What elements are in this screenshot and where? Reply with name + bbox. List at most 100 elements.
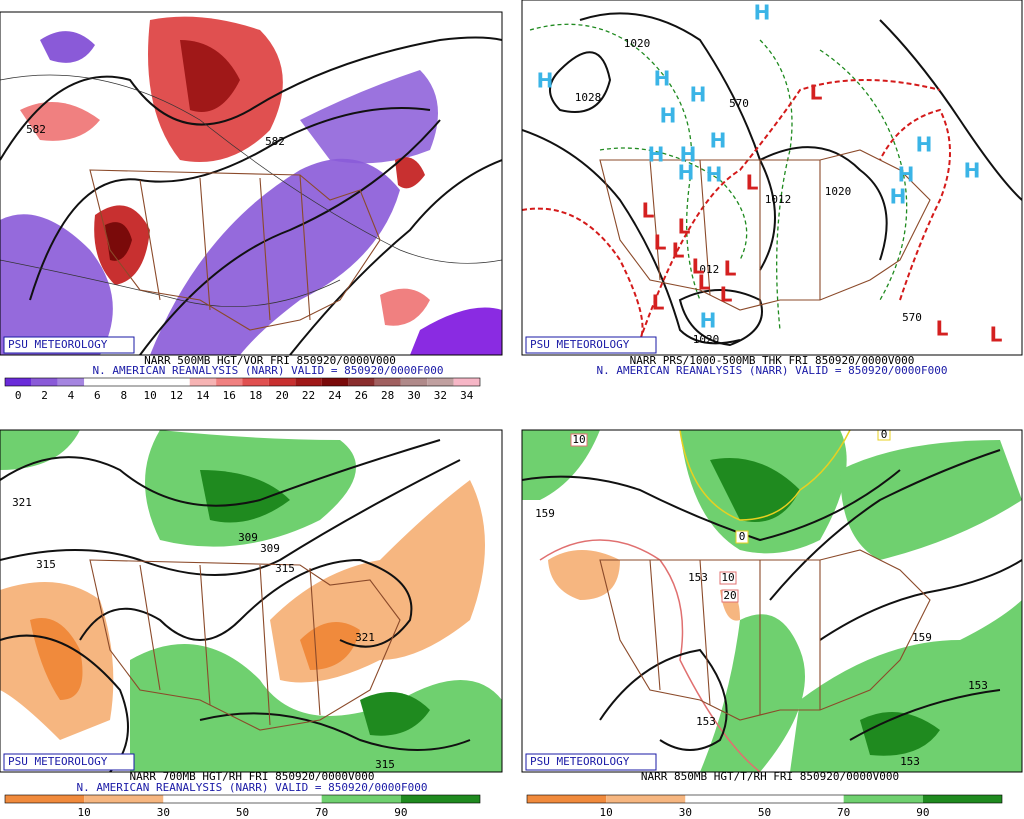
colorbar-swatch: [242, 378, 269, 386]
colorbar-label: 10: [144, 389, 157, 402]
caption: NARR 850MB HGT/T/RH FRI 850920/0000V000: [641, 770, 899, 783]
subcaption: N. AMERICAN REANALYSIS (NARR) VALID = 85…: [597, 364, 948, 377]
colorbar-swatch: [189, 378, 217, 386]
contour-label: 1020: [825, 185, 852, 198]
temp-label: 20: [723, 589, 736, 602]
low-center: L: [810, 81, 823, 105]
temp-label: 0: [881, 428, 888, 441]
colorbar-label: 6: [94, 389, 101, 402]
colorbar-frame: [4, 794, 481, 804]
low-center: L: [672, 239, 685, 263]
panel-500mb: 582 582 PSU METEOROLOGY NARR 500MB HGT/V…: [0, 11, 503, 402]
panel-700mb: 321 315 309 309 315 321 315 PSU METEOROL…: [0, 429, 503, 819]
colorbar-swatch: [321, 378, 349, 386]
contour-label: 153: [900, 755, 920, 768]
colorbar-swatch: [163, 795, 243, 803]
badge: PSU METEOROLOGY: [8, 338, 108, 351]
caption: NARR 500MB HGT/VOR FRI 850920/0000V000: [144, 354, 396, 367]
colorbar-swatch: [527, 795, 607, 803]
colorbar-swatch: [136, 378, 164, 386]
colorbar-swatch: [374, 378, 401, 386]
contour-label: 309: [260, 542, 280, 555]
colorbar-swatch: [321, 795, 401, 803]
colorbar-swatch: [348, 378, 375, 386]
colorbar-swatch: [268, 378, 296, 386]
colorbar-swatch: [5, 795, 85, 803]
badge-box: [3, 336, 135, 354]
colorbar-label: 14: [196, 389, 210, 402]
low-center: L: [990, 323, 1003, 347]
colorbar: 10 30 50 70 90: [526, 794, 1003, 819]
colorbar-label: 2: [41, 389, 48, 402]
contour-label: 159: [912, 631, 932, 644]
high-center: H: [660, 104, 677, 128]
colorbar-swatch: [242, 795, 322, 803]
map-area: 582 582: [0, 12, 502, 355]
map-area: 321 315 309 309 315 321 315: [0, 430, 502, 772]
colorbar-swatch: [295, 378, 322, 386]
contour-label: 159: [535, 507, 555, 520]
colorbar-swatch: [84, 795, 164, 803]
colorbar-label: 50: [236, 806, 249, 819]
contour-label: 570: [902, 311, 922, 324]
colorbar-swatch: [453, 378, 480, 386]
high-center: H: [916, 133, 933, 157]
colorbar-label: 10: [78, 806, 91, 819]
contour-label: 321: [12, 496, 32, 509]
panel-sfc: 1028 1020 1012 1020 1012 1020 570 570 H …: [521, 0, 1023, 377]
contour-label: 153: [696, 715, 716, 728]
colorbar-swatch: [31, 378, 58, 386]
colorbar-label: 8: [120, 389, 127, 402]
colorbar-label: 0: [15, 389, 22, 402]
panel-frame: [0, 429, 503, 773]
low-center: L: [652, 291, 665, 315]
badge-box: [3, 753, 135, 771]
contour-label: 315: [275, 562, 295, 575]
colorbar-swatch: [400, 378, 428, 386]
colorbar-label: 50: [758, 806, 771, 819]
colorbar-label: 26: [355, 389, 368, 402]
badge-box: [525, 753, 657, 771]
low-center: L: [678, 215, 691, 239]
colorbar-label: 10: [600, 806, 613, 819]
contour-label: 153: [688, 571, 708, 584]
contour-label: 153: [968, 679, 988, 692]
colorbar-swatch: [764, 795, 844, 803]
temp-label: 0: [739, 530, 746, 543]
low-center: L: [692, 255, 705, 279]
caption: NARR 700MB HGT/RH FRI 850920/0000V000: [129, 770, 374, 783]
colorbar-swatch: [163, 378, 190, 386]
contour-label: 1020: [624, 37, 651, 50]
caption: NARR PRS/1000-500MB THK FRI 850920/0000V…: [630, 354, 915, 367]
colorbar-label: 30: [157, 806, 170, 819]
colorbar-label: 12: [170, 389, 183, 402]
colorbar-swatch: [427, 378, 454, 386]
high-center: H: [706, 163, 723, 187]
colorbar-label: 32: [434, 389, 447, 402]
subcaption: N. AMERICAN REANALYSIS (NARR) VALID = 85…: [77, 781, 428, 794]
low-center: L: [698, 271, 711, 295]
temp-label: 10: [572, 433, 585, 446]
colorbar: 0 2 4 6 8 10 12 14 16 18 20 22 24 26 28 30 32 34: [4, 377, 481, 402]
colorbar-label: 70: [837, 806, 850, 819]
colorbar-label: 20: [275, 389, 288, 402]
map-area: 159 153 159 153 153 153 10 10 20 0 0: [522, 428, 1022, 772]
colorbar-label: 34: [460, 389, 474, 402]
temp-label: 10: [721, 571, 734, 584]
colorbar-label: 24: [328, 389, 342, 402]
colorbar-swatch: [57, 378, 85, 386]
high-center: H: [964, 159, 981, 183]
colorbar-swatch: [110, 378, 137, 386]
high-center: H: [890, 185, 907, 209]
low-center: L: [720, 283, 733, 307]
contour-label: 582: [26, 123, 46, 136]
high-center: H: [678, 161, 695, 185]
colorbar-label: 28: [381, 389, 394, 402]
panel-850mb: 159 153 159 153 153 153 10 10 20 0 0 PSU…: [521, 428, 1023, 819]
colorbar-swatch: [685, 795, 765, 803]
low-center: L: [746, 171, 759, 195]
low-center: L: [642, 199, 655, 223]
contour-label: 570: [729, 97, 749, 110]
colorbar-label: 18: [249, 389, 262, 402]
